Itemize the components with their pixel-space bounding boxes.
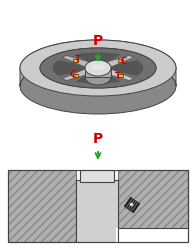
Polygon shape bbox=[73, 59, 78, 62]
Polygon shape bbox=[62, 56, 95, 67]
Bar bbox=[8, 170, 188, 242]
Polygon shape bbox=[75, 52, 121, 68]
Bar bbox=[118, 170, 188, 242]
Polygon shape bbox=[124, 197, 140, 213]
Bar bbox=[8, 170, 76, 242]
Bar bbox=[116, 228, 190, 246]
Polygon shape bbox=[62, 69, 95, 81]
Text: C: C bbox=[70, 70, 76, 79]
Text: T: T bbox=[75, 55, 81, 64]
Polygon shape bbox=[118, 74, 123, 77]
Ellipse shape bbox=[40, 48, 156, 88]
Polygon shape bbox=[75, 68, 121, 83]
Text: C: C bbox=[120, 57, 126, 66]
Text: P: P bbox=[93, 34, 103, 48]
Bar bbox=[118, 228, 188, 242]
Polygon shape bbox=[101, 56, 134, 67]
Ellipse shape bbox=[85, 60, 111, 76]
Polygon shape bbox=[53, 60, 98, 76]
Text: P: P bbox=[93, 132, 103, 146]
Bar bbox=[80, 170, 114, 182]
Text: T: T bbox=[115, 72, 121, 81]
Polygon shape bbox=[62, 56, 95, 67]
Polygon shape bbox=[101, 69, 134, 81]
Ellipse shape bbox=[40, 48, 156, 88]
Polygon shape bbox=[118, 59, 123, 62]
Ellipse shape bbox=[85, 69, 111, 85]
Polygon shape bbox=[20, 40, 176, 86]
Polygon shape bbox=[85, 68, 111, 77]
Bar bbox=[8, 170, 76, 242]
Polygon shape bbox=[73, 74, 78, 77]
Bar bbox=[76, 180, 118, 242]
Polygon shape bbox=[62, 69, 95, 81]
Polygon shape bbox=[101, 69, 134, 81]
Polygon shape bbox=[98, 60, 143, 76]
Ellipse shape bbox=[91, 64, 105, 70]
Bar bbox=[118, 170, 188, 242]
Ellipse shape bbox=[20, 58, 176, 114]
Ellipse shape bbox=[20, 40, 176, 96]
Polygon shape bbox=[101, 56, 134, 67]
